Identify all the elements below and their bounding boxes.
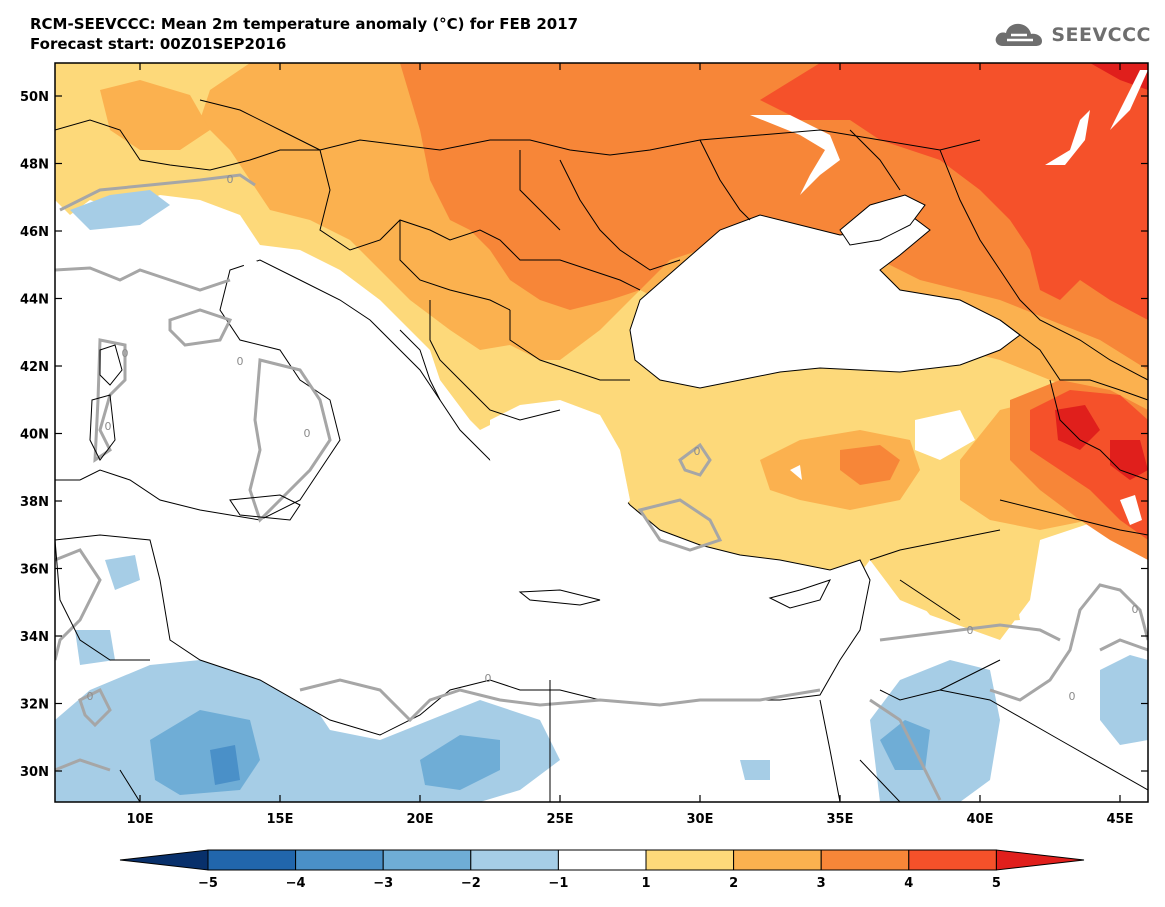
contour-zero-label: 0 [87, 690, 94, 703]
colorbar-tick-label: −2 [461, 876, 481, 891]
contour-zero-label: 0 [122, 347, 129, 360]
colorbar-segment [470, 849, 559, 871]
anomaly-field [55, 63, 1148, 802]
colorbar-segment [733, 849, 822, 871]
anomaly-zone-2to3-west [100, 80, 210, 150]
anomaly-zone-minus1to2-algeria [105, 555, 140, 590]
contour-zero-label: 0 [227, 173, 234, 186]
colorbar-tick-label: 4 [904, 876, 913, 891]
lon-label: 45E [1107, 812, 1134, 827]
anomaly-zone-minus3to4-libya [210, 745, 240, 785]
lon-label: 40E [967, 812, 994, 827]
latitude-axis: 50N 48N 46N 44N 42N 40N 38N 36N 34N 32N 30N [20, 90, 1148, 780]
lon-label: 20E [407, 812, 434, 827]
colorbar-segment [382, 849, 472, 871]
adriatic-sea [240, 250, 410, 420]
tyrrhenian-sea [55, 260, 260, 490]
lon-label: 25E [547, 812, 574, 827]
colorbar-extend-high [995, 849, 1085, 871]
lon-label: 30E [687, 812, 714, 827]
lat-label: 34N [20, 630, 49, 645]
colorbar-tick-label: −1 [548, 876, 568, 891]
contour-zero-label: 0 [1069, 690, 1076, 703]
plot-frame [54, 62, 1149, 803]
colorbar-segment [908, 849, 997, 871]
contour-zero-label: 0 [237, 355, 244, 368]
colorbar-tick-label: −4 [286, 876, 306, 891]
anomaly-zone-minus1to2-alps [70, 190, 170, 230]
contour-zero-label: 0 [694, 445, 701, 458]
cloud-logo-icon [995, 23, 1043, 46]
anomaly-zone-3to4-turkey [840, 445, 900, 485]
contour-zero-label: 0 [105, 420, 112, 433]
longitude-axis: 10E 15E 20E 25E 30E 35E 40E 45E [127, 63, 1134, 827]
lat-label: 44N [20, 293, 49, 308]
lat-label: 48N [20, 158, 49, 173]
lat-label: 46N [20, 225, 49, 240]
colorbar-segment [295, 849, 384, 871]
islands [89, 344, 831, 609]
contour-zero-label: 0 [304, 427, 311, 440]
map-title: RCM-SEEVCCC: Mean 2m temperature anomaly… [30, 14, 578, 54]
anomaly-zone-minus1to2-iraq [1100, 655, 1148, 745]
colorbar-segment [820, 849, 910, 871]
data-gaps [750, 70, 1148, 525]
lon-label: 35E [827, 812, 854, 827]
title-line-2: Forecast start: 00Z01SEP2016 [30, 35, 287, 53]
anomaly-zone-minus2to3-cyrenaica [420, 735, 500, 790]
colorbar-tick-label: 2 [729, 876, 738, 891]
lat-label: 30N [20, 765, 49, 780]
lat-label: 36N [20, 563, 49, 578]
zero-contours [55, 173, 1148, 801]
contour-zero-label: 0 [967, 624, 974, 637]
lon-label: 15E [267, 812, 294, 827]
contour-zero-label: 0 [485, 672, 492, 685]
political-borders [55, 99, 1148, 802]
colorbar-segment [207, 849, 297, 871]
aegean-sea [490, 400, 630, 560]
colorbar-segment [645, 849, 735, 871]
sea-of-azov [839, 194, 926, 246]
logo-text: SEEVCCC [1051, 24, 1151, 46]
colorbar: −5 −4 −3 −2 −1 1 2 3 4 5 [119, 849, 1085, 891]
colorbar-tick-label: 3 [817, 876, 826, 891]
lon-label: 10E [127, 812, 154, 827]
title-line-1: RCM-SEEVCCC: Mean 2m temperature anomaly… [30, 15, 579, 33]
lat-label: 40N [20, 428, 49, 443]
contour-zero-label: 0 [1132, 603, 1139, 616]
colorbar-tick-label: −5 [198, 876, 218, 891]
lat-label: 42N [20, 360, 49, 375]
lat-label: 50N [20, 90, 49, 105]
lat-label: 38N [20, 495, 49, 510]
anomaly-zone-minus1to2-egypt [740, 760, 770, 780]
lat-label: 32N [20, 698, 49, 713]
anomaly-zone-4to5 [760, 63, 1148, 320]
colorbar-tick-label: 1 [641, 876, 650, 891]
seevccc-logo: SEEVCCC [993, 20, 1151, 50]
colorbar-extend-low [119, 849, 209, 871]
contour-labels: 0 0 0 0 0 0 0 0 0 0 0 [87, 173, 1139, 703]
colorbar-tick-label: 5 [992, 876, 1001, 891]
colorbar-tick-label: −3 [373, 876, 393, 891]
colorbar-segment [557, 849, 647, 871]
anomaly-zone-above5-armenia [1055, 405, 1100, 450]
